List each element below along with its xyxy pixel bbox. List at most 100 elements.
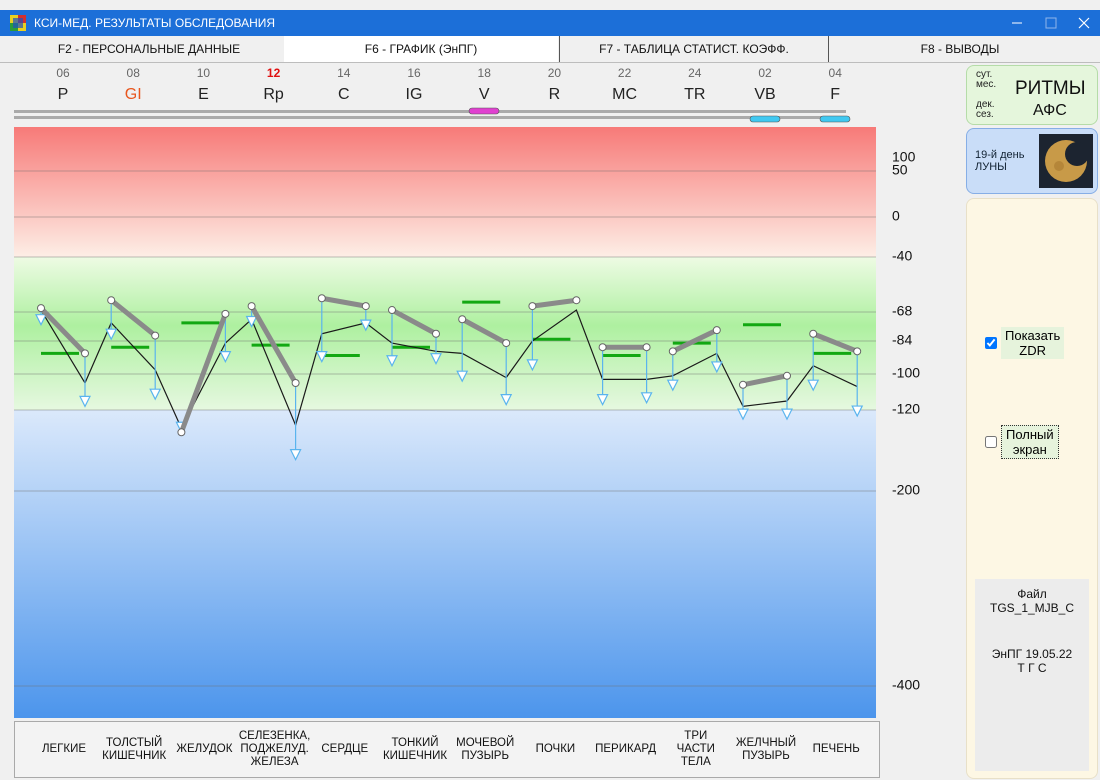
rhythm-title: РИТМЫ — [1015, 78, 1086, 99]
pair-point — [81, 349, 89, 358]
organ-label: СЕРДЦЕ — [321, 743, 369, 755]
option[interactable]: Показать ZDR — [985, 327, 1065, 359]
axis-band — [876, 127, 960, 718]
arrow — [851, 351, 864, 418]
chart: 06 P 08 GI 10 E 12 Rp 14 C 16 IG 18 V 20 R 22 MC 24 TR 02 VB 0… — [14, 66, 960, 718]
arrow-head — [430, 353, 442, 366]
pair-segment — [529, 297, 579, 309]
arrow-head — [640, 392, 653, 405]
record-info: Т Г С — [1017, 661, 1047, 675]
tab[interactable]: F2 - ПЕРСОНАЛЬНЫЕ ДАННЫЕ — [57, 42, 241, 56]
hour-label: 14 — [337, 66, 351, 80]
scroll-rail — [14, 116, 846, 119]
arrow — [289, 383, 302, 461]
organ-label: ТРИ ЧАСТИ ТЕЛА — [676, 730, 715, 768]
organ-label: ЖЕЛУДОК — [176, 743, 233, 755]
checkbox[interactable] — [985, 337, 997, 349]
zone-norm — [14, 257, 876, 410]
y-tick-label: 100 — [892, 149, 916, 165]
y-tick-label: 0 — [892, 208, 900, 224]
pair-segment — [108, 297, 158, 339]
hour-label: 16 — [407, 66, 421, 80]
arrow-head — [79, 395, 91, 408]
y-tick-label: -120 — [892, 401, 920, 417]
meridian-code: P — [58, 86, 69, 103]
rhythm-title: АФС — [1033, 102, 1067, 119]
arrow-head — [807, 379, 820, 392]
arrow-head — [851, 405, 864, 418]
arrow-head — [105, 328, 118, 341]
hour-label: 24 — [688, 66, 702, 80]
record-info: ЭнПГ 19.05.22 — [991, 647, 1073, 661]
y-tick-label: -84 — [892, 332, 912, 348]
arrow — [79, 353, 91, 408]
pair-point — [598, 343, 607, 352]
option-label: Показать ZDR — [1001, 327, 1065, 359]
arrow-head — [149, 388, 162, 401]
arrow — [710, 330, 723, 374]
arrow-head — [386, 355, 398, 368]
options-panel: Показать ZDR Полный экран Файл TGS_1_MJB… — [966, 198, 1098, 779]
y-tick-label: -400 — [892, 677, 920, 693]
hour-label: 22 — [618, 66, 632, 80]
arrow-head — [35, 314, 47, 327]
file-panel: Файл TGS_1_MJB_C ЭнПГ 19.05.22 Т Г С — [975, 579, 1089, 771]
arrow-head — [526, 359, 539, 372]
pair-point — [809, 329, 818, 338]
pair-point — [317, 294, 326, 303]
arrow — [640, 347, 653, 405]
moon-panel: 19-й день ЛУНЫ — [966, 128, 1098, 194]
pair-point — [668, 347, 677, 356]
y-tick-label: -200 — [892, 482, 920, 498]
rhythm-periods: дек. сез. — [976, 99, 995, 120]
pair-segment — [319, 295, 369, 309]
pair-point — [712, 326, 721, 335]
hour-label: 12 — [267, 66, 281, 80]
arrow-head — [245, 315, 258, 328]
pair-point — [853, 347, 862, 356]
arrow-head — [737, 408, 749, 421]
arrow — [315, 298, 328, 363]
pair-segment — [249, 303, 299, 386]
pair-point — [572, 296, 581, 305]
hour-label: 06 — [56, 66, 70, 80]
window-controls[interactable] — [1000, 10, 1100, 36]
pair-segment — [740, 373, 790, 388]
organ-label: ПОЧКИ — [535, 743, 576, 755]
checkbox[interactable] — [985, 436, 997, 448]
tab[interactable]: F7 - ТАБЛИЦА СТАТИСТ. КОЭФФ. — [559, 36, 828, 62]
pair-segment — [38, 305, 88, 356]
marker — [468, 107, 500, 115]
y-tick-label: 50 — [892, 162, 908, 178]
meridian-code: R — [549, 86, 561, 103]
tab[interactable]: F6 - ГРАФИК (ЭнПГ) — [284, 36, 558, 62]
app-icon — [10, 15, 26, 31]
pair-point — [388, 306, 396, 315]
pair-point — [247, 302, 256, 311]
arrow-head — [596, 394, 609, 406]
arrow — [807, 333, 820, 392]
arrow-head — [500, 394, 513, 406]
arrow — [526, 306, 539, 372]
meridian-code: MC — [612, 86, 637, 103]
pair-point — [458, 315, 467, 324]
pair-point — [37, 304, 45, 313]
tab[interactable]: F8 - ВЫВОДЫ — [828, 36, 1091, 62]
meridian-code: IG — [406, 86, 423, 103]
file-label: Файл — [1017, 587, 1047, 601]
organ-label: МОЧЕВОЙ ПУЗЫРЬ — [456, 736, 515, 762]
option[interactable]: Полный экран — [985, 425, 1059, 459]
zone-high — [14, 127, 876, 257]
arrow-head — [219, 351, 232, 363]
organ-label: ПЕРИКАРД — [595, 743, 657, 755]
rhythms-panel[interactable]: сут. мес. дек. сез. РИТМЫ АФС — [966, 65, 1098, 125]
tab-bar: F2 - ПЕРСОНАЛЬНЫЕ ДАННЫЕ F6 - ГРАФИК (Эн… — [0, 36, 1100, 63]
arrow — [500, 343, 513, 406]
arrow — [596, 347, 609, 406]
hour-label: 08 — [127, 66, 141, 80]
pair-point — [432, 329, 440, 338]
pair-point — [642, 343, 651, 352]
meridian-code: GI — [125, 86, 142, 103]
marker — [749, 115, 781, 123]
